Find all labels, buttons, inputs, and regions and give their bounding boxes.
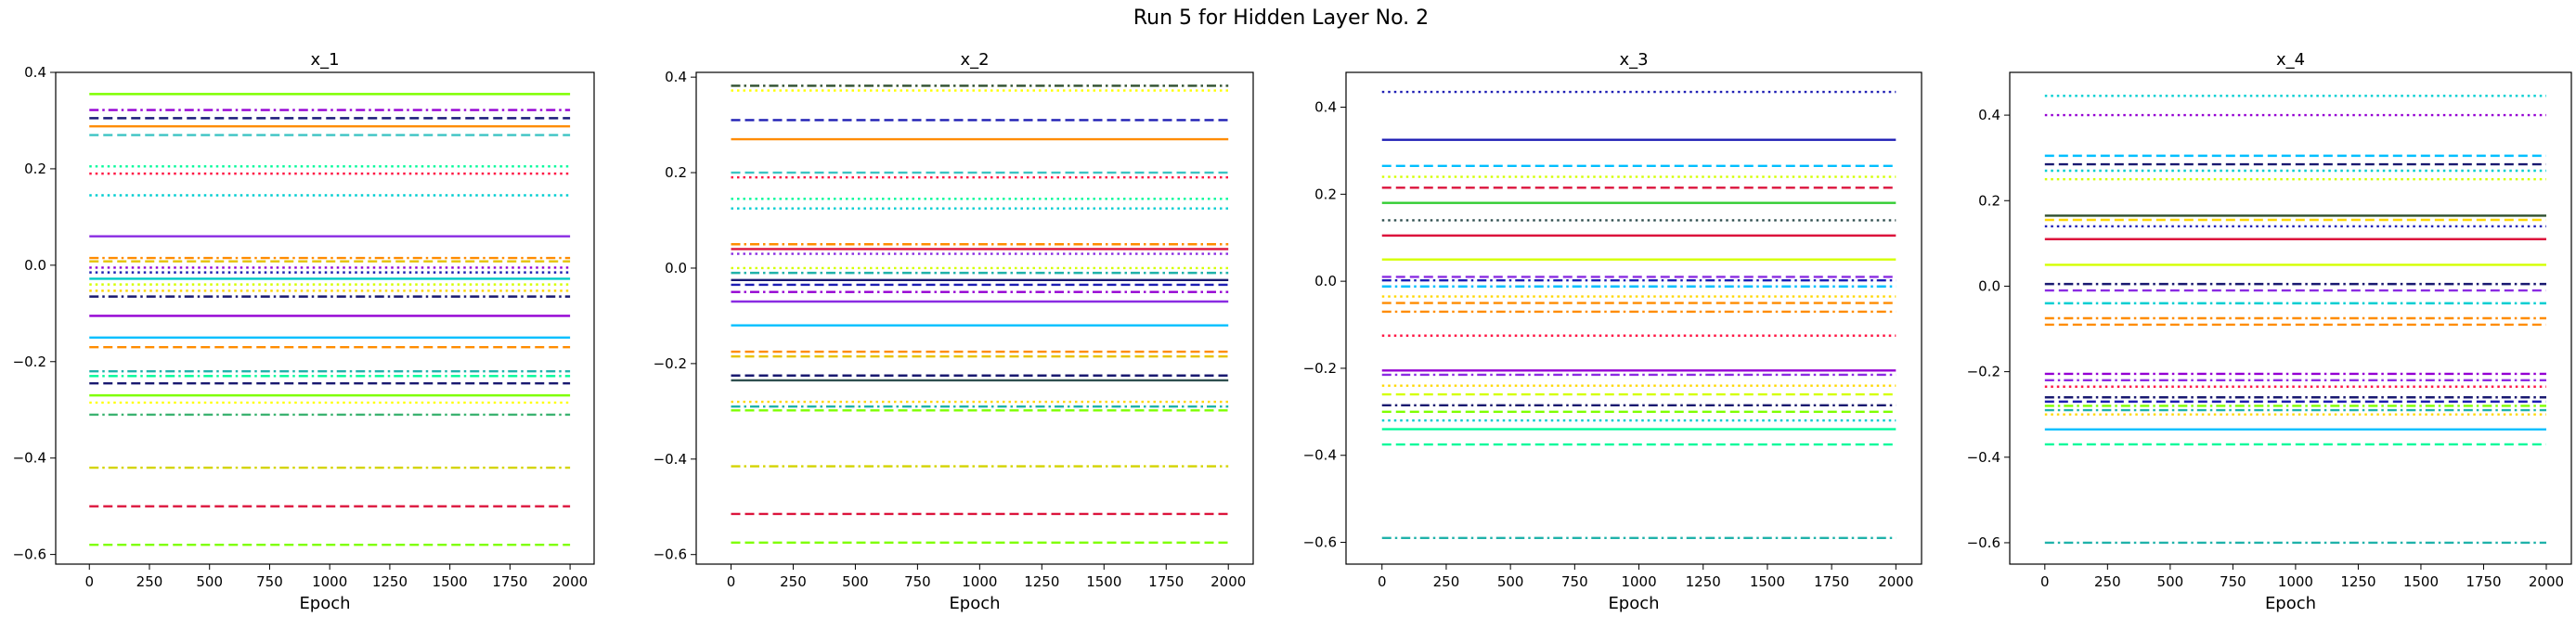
x-tick-label: 2000 — [552, 573, 588, 590]
axes-frame — [1345, 71, 1922, 565]
axes-frame — [695, 71, 1254, 565]
y-tick-label: −0.2 — [654, 355, 687, 372]
x-tick-label: 250 — [780, 573, 807, 590]
y-tick-label: 0.4 — [665, 69, 687, 85]
plot-area — [1346, 72, 1922, 564]
figure-suptitle: Run 5 for Hidden Layer No. 2 — [1133, 6, 1429, 30]
x-tick-label: 1000 — [2278, 573, 2313, 590]
y-tick-label: −0.2 — [1303, 360, 1337, 377]
x-tick-label: 1750 — [492, 573, 527, 590]
y-tick-label: −0.6 — [1967, 534, 2000, 551]
series-group — [2044, 95, 2546, 545]
x-tick-label: 2000 — [1878, 573, 1913, 590]
subplot-title: x_2 — [960, 50, 989, 70]
x-tick-label: 750 — [256, 573, 283, 590]
x-tick-label: 1000 — [1621, 573, 1656, 590]
y-tick-label: −0.2 — [13, 353, 46, 370]
x-tick-label: 0 — [727, 573, 736, 590]
x-axis-label: Epoch — [1608, 594, 1659, 613]
x-tick-label: 0 — [1378, 573, 1387, 590]
series-group — [89, 93, 571, 546]
x-tick-label: 0 — [2040, 573, 2050, 590]
y-tick-label: 0.0 — [665, 260, 687, 276]
y-tick-label: −0.2 — [1967, 364, 2000, 380]
x-tick-label: 1500 — [1750, 573, 1785, 590]
x-tick-label: 250 — [136, 573, 163, 590]
y-tick-label: 0.4 — [1978, 107, 2000, 123]
series-group — [731, 84, 1229, 545]
x-tick-label: 1750 — [1148, 573, 1184, 590]
y-tick-label: −0.6 — [13, 546, 46, 563]
y-tick-label: −0.6 — [654, 546, 687, 563]
subplot-title: x_4 — [2276, 50, 2305, 70]
x-axis-label: Epoch — [2265, 594, 2316, 613]
y-tick-label: 0.2 — [1314, 186, 1337, 202]
x-tick-label: 2000 — [2529, 573, 2564, 590]
x-tick-label: 1500 — [1086, 573, 1121, 590]
y-tick-label: 0.0 — [1978, 277, 2000, 294]
y-tick-label: 0.2 — [24, 161, 46, 177]
x-tick-label: 250 — [1433, 573, 1460, 590]
x-tick-label: 1250 — [1024, 573, 1059, 590]
x-tick-label: 750 — [904, 573, 931, 590]
y-tick-label: 0.4 — [24, 64, 46, 81]
x-axis-label: Epoch — [299, 594, 350, 613]
x-tick-label: 1250 — [1686, 573, 1721, 590]
x-tick-label: 1750 — [1814, 573, 1849, 590]
y-tick-label: 0.0 — [1314, 273, 1337, 289]
x-tick-label: 500 — [842, 573, 869, 590]
x-tick-label: 2000 — [1210, 573, 1246, 590]
subplot-4: 0 250 500 750 1000 1250 1500 1750 2000 −0.6 −0.4 −0… — [1967, 50, 2572, 613]
y-tick-label: 0.0 — [24, 257, 46, 274]
x-tick-label: 1000 — [312, 573, 347, 590]
subplot-title: x_1 — [310, 50, 339, 70]
subplot-3: 0 250 500 750 1000 1250 1500 1750 2000 −0.6 −0.4 −0… — [1303, 50, 1922, 613]
y-tick-label: 0.4 — [1314, 99, 1337, 116]
subplot-grid: 0 250 500 750 1000 1250 1500 1750 2000 −0.6 −0.4 −0… — [13, 50, 2572, 613]
y-tick-label: −0.4 — [1303, 447, 1337, 464]
x-tick-label: 1000 — [962, 573, 997, 590]
y-tick-label: 0.2 — [1978, 192, 2000, 209]
y-tick-label: −0.4 — [654, 451, 687, 468]
x-tick-label: 1750 — [2466, 573, 2501, 590]
axes-frame — [55, 71, 595, 565]
x-tick-label: 750 — [1561, 573, 1588, 590]
x-tick-label: 1250 — [372, 573, 408, 590]
y-tick-label: −0.4 — [13, 450, 46, 467]
subplot-title: x_3 — [1619, 50, 1648, 70]
y-tick-label: −0.6 — [1303, 534, 1337, 551]
x-tick-label: 0 — [84, 573, 94, 590]
subplot-2: 0 250 500 750 1000 1250 1500 1750 2000 −0.6 −0.4 −0… — [654, 50, 1254, 613]
x-tick-label: 1500 — [2403, 573, 2439, 590]
x-tick-label: 500 — [2157, 573, 2184, 590]
axes-frame — [2009, 71, 2572, 565]
plot-area — [696, 72, 1253, 564]
x-tick-label: 250 — [2094, 573, 2121, 590]
x-tick-label: 1250 — [2340, 573, 2375, 590]
y-tick-label: 0.2 — [665, 164, 687, 181]
x-tick-label: 500 — [196, 573, 223, 590]
x-tick-label: 1500 — [433, 573, 468, 590]
subplot-1: 0 250 500 750 1000 1250 1500 1750 2000 −0.6 −0.4 −0… — [13, 50, 595, 613]
x-axis-label: Epoch — [949, 594, 1000, 613]
y-tick-label: −0.4 — [1967, 449, 2000, 466]
x-tick-label: 500 — [1497, 573, 1524, 590]
plot-area — [56, 72, 594, 564]
x-tick-label: 750 — [2220, 573, 2246, 590]
series-group — [1381, 90, 1896, 540]
